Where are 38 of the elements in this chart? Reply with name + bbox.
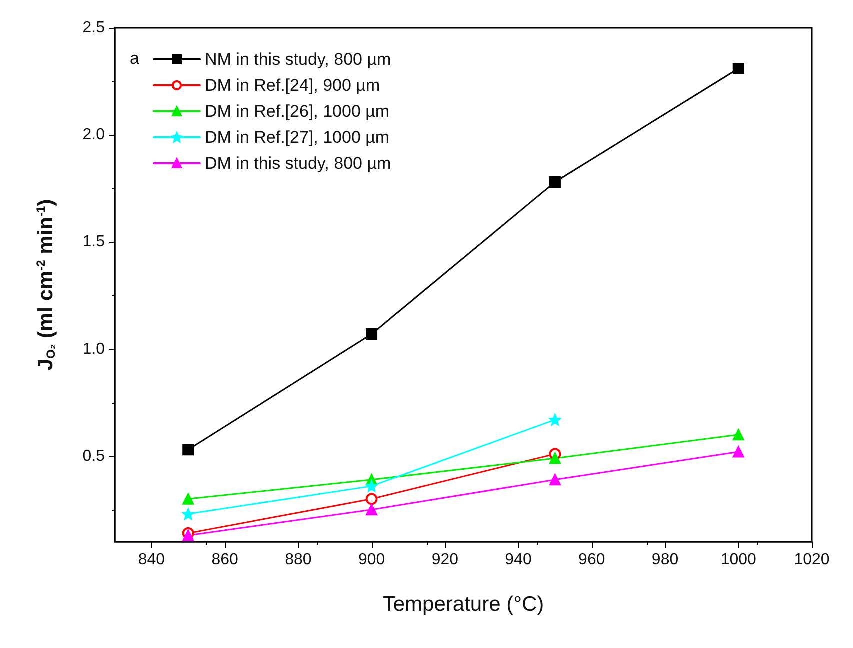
x-tick-label: 980 (652, 552, 679, 568)
y-tick-label: 1.0 (82, 340, 106, 358)
point (182, 493, 194, 505)
x-axis-title: Temperature (°C) (382, 593, 544, 616)
legend-label: DM in this study, 800 µm (205, 154, 392, 173)
x-tick-label: 860 (212, 552, 238, 568)
y-tick-label: 1.5 (82, 234, 106, 251)
legend-label: DM in Ref.[24], 900 µm (205, 76, 380, 95)
point (182, 444, 194, 456)
x-tick-label: 960 (578, 552, 606, 568)
y-axis-title: JO₂ (ml cm-2 min-1) (34, 199, 58, 371)
legend-label: DM in Ref.[27], 1000 µm (205, 128, 390, 147)
x-tick-label: 840 (138, 552, 166, 568)
point (182, 508, 194, 520)
point (732, 62, 744, 74)
legend-label: DM in Ref.[26], 1000 µm (205, 102, 390, 121)
point (549, 176, 561, 188)
x-tick-label: 880 (285, 552, 312, 568)
point (549, 474, 561, 486)
annotation: a (130, 49, 140, 68)
x-tick-label: 1000 (720, 552, 757, 568)
x-tick-label: 1020 (794, 552, 830, 568)
point (732, 446, 744, 458)
x-tick-label: 940 (505, 552, 532, 568)
y-tick-label: 0.5 (82, 448, 106, 465)
x-tick-label: 900 (358, 552, 386, 568)
legend-label: NM in this study, 800 µm (205, 50, 392, 69)
point (549, 414, 561, 426)
point (732, 429, 744, 441)
y-tick-label: 2.5 (82, 20, 106, 36)
point (366, 328, 378, 340)
x-tick-label: 920 (432, 552, 459, 568)
point (366, 480, 378, 492)
point (182, 530, 194, 542)
point (549, 452, 561, 464)
y-tick-label: 2.0 (82, 126, 106, 144)
point (366, 504, 378, 516)
point (366, 493, 378, 506)
